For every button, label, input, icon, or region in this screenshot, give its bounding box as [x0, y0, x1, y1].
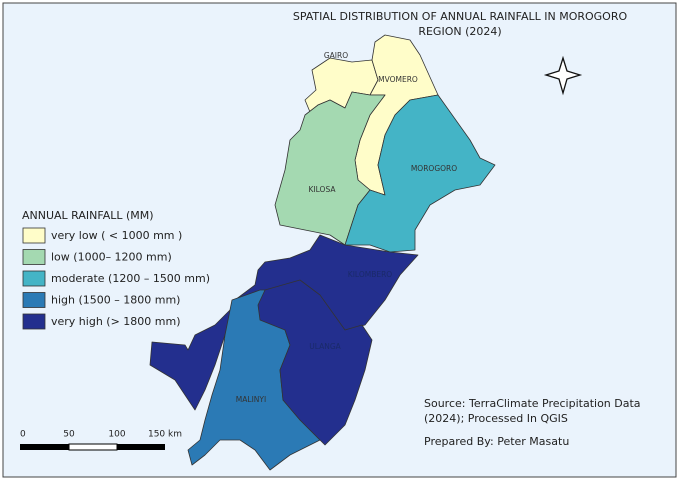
map-title: SPATIAL DISTRIBUTION OF ANNUAL RAINFALL … — [293, 10, 628, 23]
legend-label: very high (> 1800 mm) — [51, 315, 181, 328]
legend-label: very low ( < 1000 mm ) — [51, 229, 182, 242]
scale-label: 50 — [63, 430, 75, 440]
legend-label: high (1500 – 1800 mm) — [51, 294, 180, 307]
map-title: REGION (2024) — [418, 25, 501, 38]
legend-swatch — [22, 313, 46, 330]
north-arrow — [543, 55, 583, 96]
district-label: GAIRO — [324, 51, 348, 60]
district-label: MOROGORO — [411, 164, 457, 173]
legend-swatch — [22, 249, 46, 265]
scale-label: 100 — [108, 430, 125, 440]
scale-bar: 0 50 100 150 km — [20, 430, 182, 451]
district-label: MVOMERO — [378, 75, 418, 84]
legend-swatch — [22, 270, 46, 287]
district-kilosa — [274, 91, 386, 246]
scale-label: 0 — [20, 430, 26, 440]
district-ulanga — [257, 279, 373, 446]
legend-title: ANNUAL RAINFALL (MM) — [22, 209, 154, 222]
legend-label: moderate (1200 – 1500 mm) — [51, 272, 210, 285]
districts — [149, 34, 496, 471]
legend: ANNUAL RAINFALL (MM) very low ( < 1000 m… — [22, 209, 210, 330]
prepared-by: Prepared By: Peter Masatu — [424, 435, 569, 448]
district-label: KILOMBERO — [348, 270, 393, 279]
district-kilombero — [149, 234, 419, 411]
legend-swatch — [22, 292, 46, 308]
source: (2024); Processed In QGIS — [424, 412, 568, 425]
district-morogoro — [344, 94, 496, 253]
district-label: MALINYI — [236, 395, 266, 404]
source: Source: TerraClimate Precipitation Data — [424, 397, 641, 410]
legend-label: low (1000– 1200 mm) — [51, 251, 172, 264]
legend-swatch — [22, 227, 46, 244]
scale-label: 150 km — [148, 430, 182, 440]
district-label: ULANGA — [309, 342, 341, 351]
district-label: KILOSA — [309, 185, 337, 194]
